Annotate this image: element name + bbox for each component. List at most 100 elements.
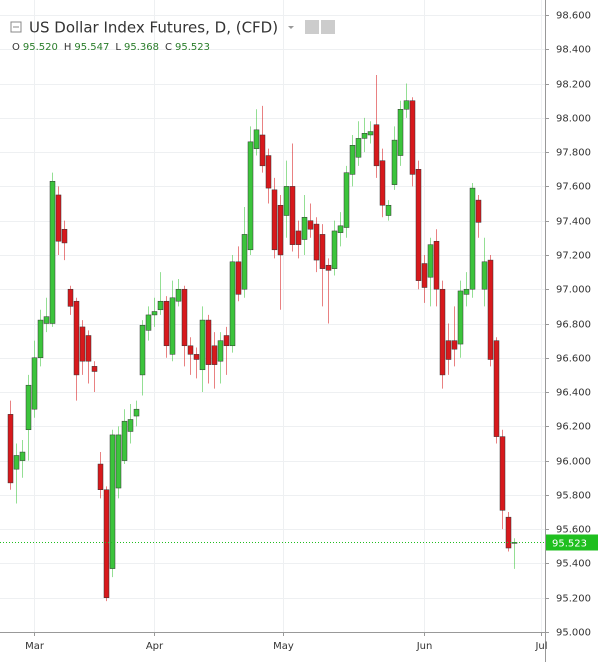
candle-body xyxy=(505,516,512,549)
candle-body xyxy=(499,436,506,511)
last-price-label: 95.523 xyxy=(552,539,587,550)
candle-body xyxy=(259,134,266,167)
candle-body xyxy=(211,345,218,365)
candle-body xyxy=(37,319,44,359)
candle-body xyxy=(145,314,152,331)
candle-body xyxy=(73,300,80,376)
axes: 95.000 95.200 95.400 95.600 95.800 96.000 96.2… xyxy=(25,11,591,653)
y-tick-label: 95.600 xyxy=(556,525,591,536)
candle-body xyxy=(391,139,398,185)
candle-body xyxy=(433,240,440,290)
candle-body xyxy=(277,204,284,256)
candle-body xyxy=(109,434,116,569)
candle-body xyxy=(163,300,170,347)
candle-body xyxy=(247,141,254,251)
candle-body xyxy=(229,261,236,347)
x-tick-label: Jul xyxy=(534,641,547,652)
candle-body xyxy=(337,225,344,233)
candle-body xyxy=(271,189,278,251)
candle-body xyxy=(463,288,470,295)
candle-body xyxy=(151,311,158,316)
candle-body xyxy=(319,234,326,269)
candle-body xyxy=(217,340,224,362)
legend-key: L xyxy=(115,42,121,53)
candle-body xyxy=(301,216,308,240)
candle-body xyxy=(181,288,188,347)
settings-icon[interactable] xyxy=(321,20,335,34)
candle-body xyxy=(253,129,260,149)
y-tick-label: 95.200 xyxy=(556,594,591,605)
legend-value: 95.520 xyxy=(23,42,58,53)
y-tick-label: 95.400 xyxy=(556,559,591,570)
candle-body xyxy=(103,489,110,598)
last-price-box xyxy=(546,534,598,551)
candle-body xyxy=(91,366,98,372)
candle-body xyxy=(493,340,500,437)
candle-body xyxy=(193,354,200,360)
candle-body xyxy=(295,230,302,245)
candle-body xyxy=(421,263,428,288)
dropdown-arrow[interactable] xyxy=(288,26,294,29)
candle-body xyxy=(451,340,458,350)
candle-body xyxy=(43,316,50,324)
candle-body xyxy=(283,186,290,216)
candle-body xyxy=(85,335,92,362)
chart-title: US Dollar Index Futures, D, (CFD) xyxy=(29,19,278,37)
y-tick-label: 96.000 xyxy=(556,457,591,468)
candle-body xyxy=(61,228,68,244)
y-tick-label: 96.200 xyxy=(556,422,591,433)
legend-key: O xyxy=(12,42,20,53)
candle-body xyxy=(379,160,386,206)
candle-body xyxy=(157,300,164,311)
eye-icon[interactable] xyxy=(305,20,319,34)
legend-key: C xyxy=(165,42,172,53)
ohlc-legend: O 95.520 H 95.547 L 95.368 C 95.523 xyxy=(12,42,210,53)
candle-body xyxy=(349,145,356,175)
candle-body xyxy=(307,220,314,230)
y-tick-label: 97.000 xyxy=(556,285,591,296)
candle-body xyxy=(67,288,74,307)
candle-body xyxy=(475,199,482,223)
legend-value: 95.547 xyxy=(74,42,109,53)
candle-body xyxy=(397,109,404,156)
y-tick-label: 97.400 xyxy=(556,217,591,228)
candles xyxy=(7,74,518,602)
legend-value: 95.368 xyxy=(124,42,159,53)
candle-body xyxy=(355,138,362,158)
x-tick-label: Mar xyxy=(25,641,45,652)
candle-body xyxy=(199,319,206,371)
candle-body xyxy=(469,187,476,290)
candle-body xyxy=(79,326,86,362)
candle-body xyxy=(19,451,26,461)
candle-body xyxy=(7,414,14,484)
candle-body xyxy=(439,288,446,376)
candle-body xyxy=(445,340,452,360)
y-tick-label: 97.800 xyxy=(556,148,591,159)
candle-body xyxy=(49,180,56,324)
y-tick-label: 97.600 xyxy=(556,182,591,193)
y-tick-label: 98.400 xyxy=(556,45,591,56)
candle-body xyxy=(487,259,494,360)
y-tick-label: 97.200 xyxy=(556,251,591,262)
candle-body xyxy=(187,345,194,355)
candle-body xyxy=(265,155,272,189)
x-tick-label: Apr xyxy=(146,641,164,652)
collapse-icon[interactable] xyxy=(10,21,22,33)
y-tick-label: 95.000 xyxy=(556,628,591,639)
candle-body xyxy=(115,434,122,489)
candle-body xyxy=(289,186,296,245)
y-tick-label: 96.600 xyxy=(556,354,591,365)
candle-body xyxy=(325,264,332,271)
candle-body xyxy=(367,131,374,136)
candle-body xyxy=(55,194,62,242)
x-tick-label: Jun xyxy=(416,641,433,652)
candle-body xyxy=(457,290,464,345)
candle-body xyxy=(169,297,176,355)
candle-body xyxy=(409,100,416,175)
candle-body xyxy=(343,172,350,228)
candle-body xyxy=(361,133,368,139)
x-tick-label: May xyxy=(273,641,294,652)
candle-body xyxy=(13,455,20,470)
